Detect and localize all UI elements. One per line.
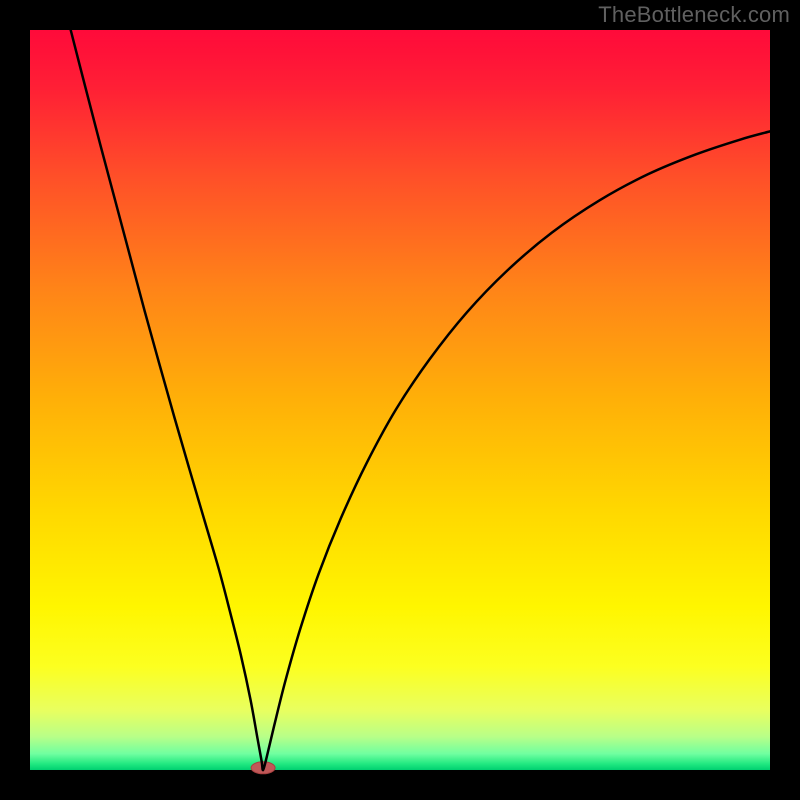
- chart-container: TheBottleneck.com: [0, 0, 800, 800]
- watermark-text: TheBottleneck.com: [598, 2, 790, 28]
- plot-background: [30, 30, 770, 770]
- chart-svg: [0, 0, 800, 800]
